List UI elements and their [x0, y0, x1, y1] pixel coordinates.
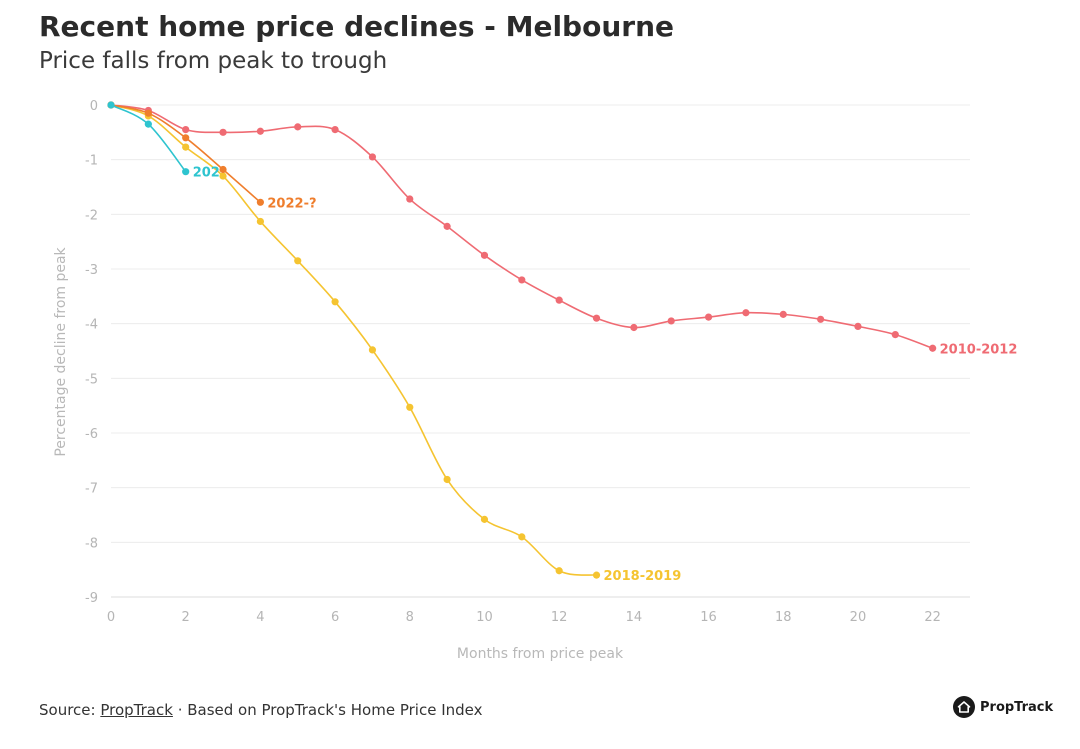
data-point [704, 313, 713, 321]
series-label: 2022-? [267, 196, 316, 211]
data-point [518, 533, 526, 541]
chart-title: Recent home price declines - Melbourne [39, 10, 675, 43]
x-tick-label: 10 [476, 610, 493, 625]
data-point [182, 126, 190, 134]
source-suffix: · Based on PropTrack's Home Price Index [172, 701, 483, 719]
data-point [480, 251, 489, 259]
data-point [742, 309, 750, 317]
x-axis-title: Months from price peak [457, 646, 624, 662]
y-tick-label: -8 [85, 536, 98, 551]
data-point [592, 314, 601, 322]
data-point [107, 101, 115, 109]
x-tick-label: 18 [775, 610, 792, 625]
x-tick-label: 2 [182, 610, 190, 625]
data-point [256, 217, 264, 226]
x-tick-label: 8 [406, 610, 414, 625]
series-2010-2012: 2010-2012 [107, 101, 1017, 357]
data-point [406, 403, 414, 411]
data-point [331, 126, 339, 134]
data-point [331, 298, 339, 306]
data-point [219, 128, 227, 136]
data-point [144, 120, 152, 128]
data-point [406, 195, 414, 203]
x-tick-label: 6 [331, 610, 339, 625]
data-point [256, 198, 264, 206]
data-point [443, 475, 451, 484]
x-tick-label: 0 [107, 610, 115, 625]
proptrack-logo: PropTrack [953, 696, 1053, 718]
data-point [518, 276, 526, 284]
y-tick-label: -3 [85, 263, 98, 278]
y-tick-label: -4 [85, 318, 98, 333]
x-tick-label: 4 [256, 610, 264, 625]
data-point [891, 331, 899, 339]
data-point [555, 296, 563, 304]
data-point [854, 322, 862, 330]
series-group: 2010-2012 2018-2019 2022-? 202 [107, 101, 1017, 584]
x-tick-label: 20 [850, 610, 867, 625]
data-point [817, 315, 825, 323]
data-point [667, 317, 675, 325]
x-axis: 0 2 4 6 8 10 12 14 16 18 20 22 [107, 610, 941, 625]
data-point [256, 127, 264, 135]
data-point [555, 567, 563, 575]
series-label: 2010-2012 [940, 342, 1018, 357]
y-axis-title: Percentage decline from peak [53, 246, 69, 456]
x-tick-label: 12 [551, 610, 568, 625]
data-point [144, 109, 152, 117]
series-line [110, 104, 597, 576]
data-point [443, 222, 451, 230]
y-axis: 0 -1 -2 -3 -4 -5 -6 -7 -8 -9 [85, 99, 98, 606]
data-point [182, 134, 190, 142]
data-point [480, 515, 489, 523]
source-link[interactable]: PropTrack [100, 701, 173, 719]
data-point [219, 165, 227, 174]
data-point [219, 172, 227, 180]
source-prefix: Source: [39, 701, 101, 719]
y-tick-label: -2 [85, 208, 98, 223]
series-label: 2018-2019 [604, 569, 682, 584]
series-2021: 202 [107, 101, 220, 181]
data-point [630, 323, 638, 332]
data-point [182, 143, 190, 151]
series-line [110, 104, 261, 203]
source-note: Source: PropTrack · Based on PropTrack's… [39, 701, 483, 719]
data-point [779, 310, 787, 318]
x-tick-label: 16 [700, 610, 717, 625]
y-tick-label: -9 [85, 591, 98, 606]
data-point [592, 571, 601, 579]
x-tick-label: 22 [924, 610, 941, 625]
y-tick-label: -7 [85, 482, 98, 497]
data-point [368, 346, 377, 354]
data-point [368, 153, 377, 161]
house-icon [953, 696, 975, 718]
series-label: 202 [193, 166, 220, 181]
x-tick-label: 14 [626, 610, 643, 625]
data-point [294, 257, 302, 265]
grid-lines [111, 104, 970, 598]
y-tick-label: 0 [90, 99, 98, 114]
brand-name: PropTrack [980, 699, 1054, 715]
y-tick-label: -1 [85, 154, 98, 169]
data-point [929, 344, 937, 352]
data-point [182, 168, 190, 176]
y-tick-label: -6 [85, 427, 98, 442]
data-point [294, 123, 302, 131]
y-tick-label: -5 [85, 372, 98, 387]
chart-subtitle: Price falls from peak to trough [39, 48, 388, 74]
series-line [110, 104, 933, 350]
